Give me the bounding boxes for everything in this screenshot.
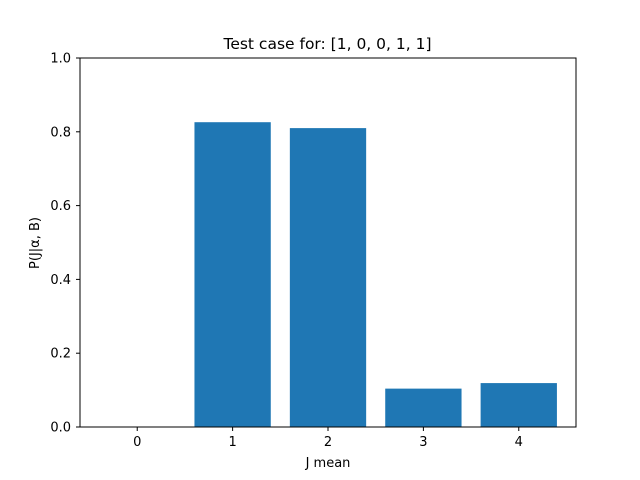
x-tick-label: 4 xyxy=(515,435,523,450)
x-axis-label: J mean xyxy=(305,456,351,471)
chart-title: Test case for: [1, 0, 0, 1, 1] xyxy=(222,35,431,53)
bars-group xyxy=(194,122,557,428)
y-tick-label: 1.0 xyxy=(50,52,71,67)
y-tick-label: 0.6 xyxy=(50,199,71,214)
x-tick-label: 1 xyxy=(228,435,236,450)
x-tick-label: 2 xyxy=(324,435,332,450)
bar-4 xyxy=(480,383,557,427)
x-tick-label: 0 xyxy=(133,435,141,450)
x-tick-label: 3 xyxy=(419,435,427,450)
y-tick-label: 0.0 xyxy=(50,421,71,436)
y-tick-label: 0.8 xyxy=(50,125,71,140)
y-tick-label: 0.4 xyxy=(50,273,71,288)
bar-1 xyxy=(194,122,271,428)
y-axis-label: P(J|α, B) xyxy=(28,217,43,269)
bar-3 xyxy=(385,388,462,427)
x-axis-ticks: 0 1 2 3 4 xyxy=(133,427,523,450)
y-axis-ticks: 0.0 0.2 0.4 0.6 0.8 1.0 xyxy=(50,52,80,436)
y-tick-label: 0.2 xyxy=(50,347,71,362)
bar-2 xyxy=(289,128,367,428)
